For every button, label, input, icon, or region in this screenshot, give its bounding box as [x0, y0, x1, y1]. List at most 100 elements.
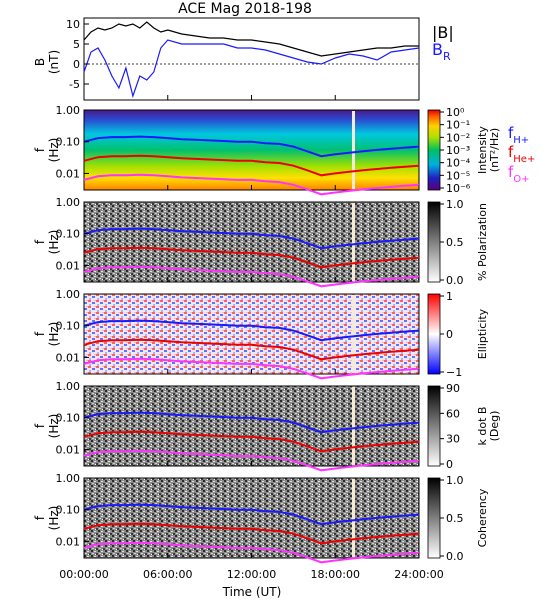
intensity-cbar-title: Intensity: [476, 126, 489, 174]
ellipticity-fo-line: [83, 357, 420, 380]
kdotb-cbar-title: k dot B: [476, 407, 489, 446]
polarization-ytick-label: 1.00: [56, 196, 81, 209]
br-line: [83, 39, 420, 99]
x-tick-label: 06:00:00: [143, 568, 192, 581]
kdotb-spectrogram: [83, 385, 420, 467]
panel-coherency: [83, 477, 441, 559]
intensity-ytick-label: 1.00: [56, 104, 81, 117]
kdotb-cbar-label: 60: [446, 407, 460, 420]
ellipticity-cbar-label: 0: [446, 328, 453, 341]
kdotb-cbar-label: 0: [446, 458, 453, 471]
ellipticity-cbar-label: 1: [446, 290, 453, 303]
coherency-cbar-title: Coherency: [476, 488, 489, 547]
intensity-fhe-line: [83, 154, 420, 177]
legend-fh-sub: H+: [513, 135, 529, 146]
b-axis-unit: (nT): [47, 50, 61, 74]
intensity-spectrogram: [83, 109, 420, 191]
coherency-fo-line: [83, 541, 420, 564]
x-tick-label: 18:00:00: [311, 568, 360, 581]
polarization-fo-line: [83, 265, 420, 288]
intensity-cbar-label: 10⁰: [446, 106, 465, 119]
legend-br-sub: R: [443, 50, 451, 63]
intensity-fh-line: [83, 135, 420, 158]
legend-fhe: fHe+: [508, 143, 535, 165]
legend-br-main: B: [432, 40, 443, 59]
coherency-spectrogram: [83, 477, 420, 559]
intensity-ytick-label: 0.10: [56, 136, 81, 149]
panel-intensity: [83, 109, 441, 191]
polarization-spectrogram: [83, 201, 420, 283]
kdotb-fh-line: [83, 411, 420, 434]
coherency-axis-label: f: [33, 515, 47, 520]
panel-kdotb: [83, 385, 441, 467]
ellipticity-colorbar: [427, 293, 441, 375]
kdotb-ytick-label: 1.00: [56, 380, 81, 393]
ellipticity-fhe-line: [83, 338, 420, 361]
polarization-axis-unit: (Hz): [47, 230, 61, 255]
x-tick-label: 00:00:00: [59, 568, 108, 581]
coherency-cbar-label: 0.0: [446, 550, 464, 563]
legend-fh-main: f: [508, 124, 514, 142]
coherency-colorbar: [427, 477, 441, 559]
b-ytick-label: 5: [73, 38, 80, 51]
data-gap-kdotb: [352, 387, 355, 465]
coherency-cbar-label: 0.5: [446, 512, 464, 525]
intensity-cbar-label: 10⁻⁵: [446, 169, 470, 182]
coherency-axis-unit: (Hz): [47, 506, 61, 531]
ellipticity-ytick-label: 0.01: [56, 351, 81, 364]
legend-fo: fO+: [508, 163, 530, 185]
figure-title: ACE Mag 2018-198: [178, 1, 312, 17]
intensity-fo-line: [83, 173, 420, 196]
intensity-cbar-unit: (nT²/Hz): [488, 128, 501, 172]
x-axis-label: Time (UT): [222, 585, 282, 599]
polarization-cbar-label: 0.5: [446, 236, 464, 249]
kdotb-axis-label: f: [33, 423, 47, 428]
intensity-ytick-label: 0.01: [56, 167, 81, 180]
polarization-fh-line: [83, 227, 420, 250]
ellipticity-ytick-label: 1.00: [56, 288, 81, 301]
b-ytick-label: 0: [73, 58, 80, 71]
polarization-cbar-label: 1.0: [446, 198, 464, 211]
coherency-fhe-line: [83, 522, 420, 545]
intensity-cbar-label: 10⁻³: [446, 144, 470, 157]
data-gap: [352, 111, 355, 557]
ellipticity-cbar-label: −1: [446, 366, 462, 379]
data-gap-coherency: [352, 479, 355, 557]
ellipticity-axis-label: f: [33, 331, 47, 336]
kdotb-fhe-line: [83, 430, 420, 453]
kdotb-cbar-label: 90: [446, 382, 460, 395]
gyro-legend: fH+ fHe+ fO+: [508, 124, 535, 185]
intensity-axis-label: f: [33, 147, 47, 152]
legend-b-magnitude: |B|: [432, 23, 454, 42]
polarization-cbar-title: % Polarization: [476, 203, 489, 281]
b-ytick-label: 10: [66, 18, 80, 31]
coherency-fh-line: [83, 503, 420, 526]
kdotb-colorbar: [427, 385, 441, 467]
ellipticity-fh-line: [83, 319, 420, 342]
kdotb-ytick-label: 0.10: [56, 412, 81, 425]
data-gap-intensity: [352, 111, 355, 189]
intensity-axis-unit: (Hz): [47, 138, 61, 163]
legend-fhe-sub: He+: [513, 154, 535, 165]
legend-fo-main: f: [508, 163, 514, 181]
polarization-ytick-label: 0.10: [56, 228, 81, 241]
coherency-ytick-label: 0.01: [56, 535, 81, 548]
data-gap-polarization: [352, 203, 355, 281]
polarization-colorbar: [427, 201, 441, 283]
intensity-cbar-label: 10⁻⁶: [446, 182, 471, 195]
intensity-cbar-label: 10⁻²: [446, 131, 470, 144]
intensity-colorbar: [427, 109, 441, 191]
kdotb-cbar-unit: (Deg): [488, 411, 501, 442]
polarization-fhe-line: [83, 246, 420, 269]
coherency-cbar-label: 1.0: [446, 474, 464, 487]
polarization-ytick-label: 0.01: [56, 259, 81, 272]
kdotb-fo-line: [83, 449, 420, 472]
b-magnitude-line: [83, 21, 419, 57]
legend-br: BR: [432, 40, 451, 63]
data-gap-ellipticity: [352, 295, 355, 373]
legend-fhe-main: f: [508, 143, 514, 161]
intensity-cbar-label: 10⁻¹: [446, 119, 470, 132]
ellipticity-spectrogram: [83, 293, 420, 375]
polarization-axis-label: f: [33, 239, 47, 244]
